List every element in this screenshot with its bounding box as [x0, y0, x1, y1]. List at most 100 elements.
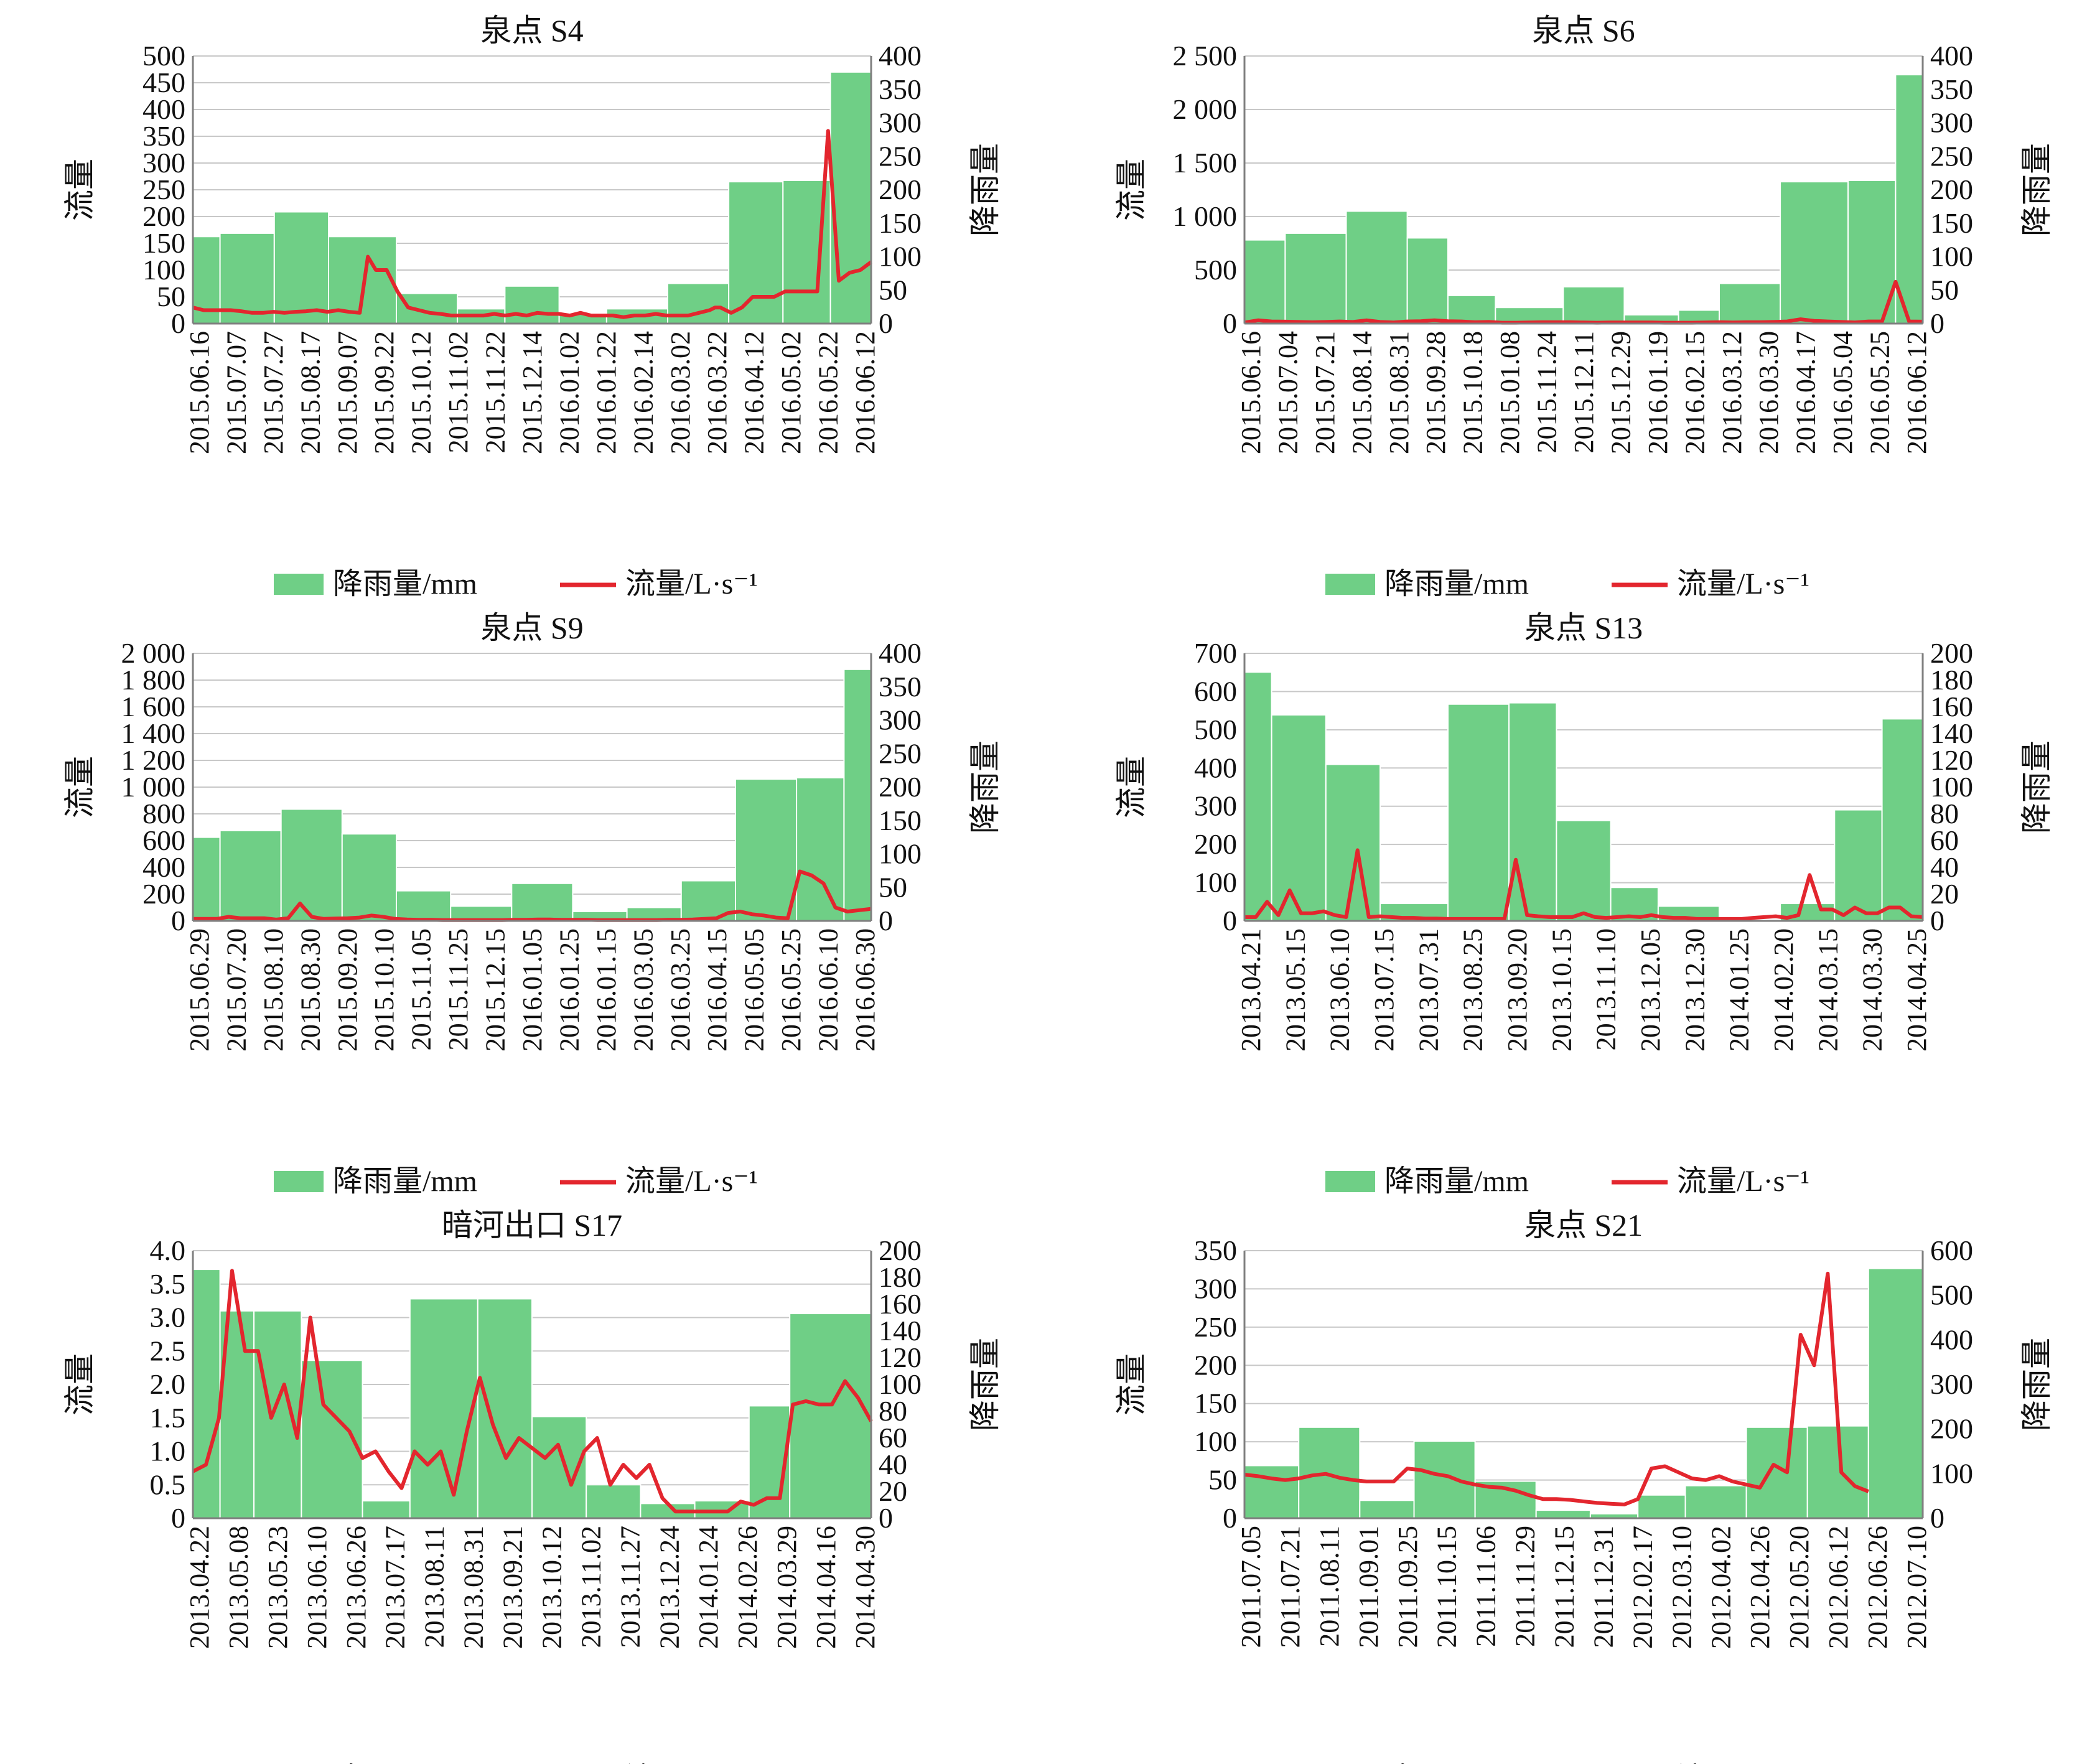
- flow-line: [192, 1269, 873, 1514]
- chart-title: 泉点 S4: [480, 13, 583, 48]
- right-tick-label: 200: [879, 174, 922, 205]
- x-tick-label: 2011.07.21: [1275, 1526, 1305, 1648]
- rain-bar: [504, 285, 560, 324]
- x-tick-label: 2015.06.16: [184, 331, 215, 454]
- left-tick-label: 200: [142, 200, 185, 232]
- legend-swatch-rain: [274, 1171, 324, 1192]
- x-tick-label: 2011.11.06: [1471, 1526, 1501, 1647]
- legend-label-flow: 流量/L·s⁻¹: [1677, 1762, 1809, 1764]
- x-tick-label: 2016.03.12: [1717, 331, 1747, 454]
- left-tick-label: 1 600: [121, 691, 186, 722]
- right-tick-label: 250: [879, 737, 922, 769]
- right-tick-label: 200: [1930, 1413, 1973, 1445]
- rain-bar: [273, 211, 329, 324]
- right-tick-label: 200: [1930, 174, 1973, 205]
- left-tick-label: 50: [1208, 1464, 1237, 1496]
- left-tick-label: 200: [1194, 1349, 1237, 1381]
- x-tick-label: 2015.08.14: [1347, 331, 1377, 454]
- x-tick-label: 2015.12.15: [480, 928, 511, 1052]
- x-tick-label: 2015.07.20: [221, 928, 251, 1052]
- rain-bar: [1508, 702, 1557, 922]
- left-tick-label: 1 000: [121, 771, 186, 803]
- x-tick-label: 2015.11.24: [1532, 331, 1562, 453]
- left-tick-label: 2 500: [1173, 40, 1238, 72]
- x-tick-label: 2015.08.31: [1384, 331, 1414, 454]
- flow-line: [193, 869, 872, 922]
- x-tick-label: 2011.09.01: [1353, 1526, 1384, 1648]
- right-axis-label: 降雨量: [2019, 1338, 2054, 1431]
- x-tick-label: 2013.12.05: [1635, 928, 1666, 1052]
- rain-bar: [511, 882, 574, 922]
- chart-s13: 泉点 S130100200300400500600700020406080100…: [1114, 610, 2054, 1198]
- left-tick-label: 2 000: [121, 637, 186, 669]
- rain-bar: [280, 808, 343, 922]
- x-tick-label: 2013.09.21: [498, 1526, 528, 1649]
- x-tick-label: 2015.12.14: [517, 331, 548, 454]
- x-tick-label: 2015.07.04: [1272, 331, 1303, 454]
- right-tick-label: 350: [879, 73, 922, 105]
- x-tick-label: 2015.09.28: [1421, 331, 1451, 454]
- x-tick-label: 2012.03.10: [1666, 1526, 1697, 1649]
- x-tick-label: 2016.02.15: [1679, 331, 1710, 454]
- right-tick-label: 60: [879, 1422, 907, 1454]
- rain-bar: [192, 836, 221, 922]
- left-tick-label: 2 000: [1173, 93, 1238, 125]
- left-axis-label: 流量: [62, 159, 97, 221]
- left-tick-label: 150: [1194, 1388, 1237, 1419]
- right-tick-label: 200: [879, 1234, 922, 1266]
- left-tick-label: 100: [1194, 1426, 1237, 1457]
- right-tick-label: 150: [1930, 207, 1973, 239]
- right-tick-label: 50: [879, 871, 907, 903]
- rain-bar: [1406, 237, 1449, 324]
- rain-bar: [1244, 1465, 1300, 1519]
- left-tick-label: 1.5: [150, 1402, 186, 1434]
- x-tick-label: 2015.10.10: [369, 928, 399, 1052]
- left-tick-label: 400: [1194, 752, 1237, 783]
- right-tick-label: 40: [1930, 851, 1959, 883]
- left-tick-label: 0: [171, 307, 185, 339]
- right-tick-label: 50: [1930, 274, 1959, 306]
- left-tick-label: 0: [1223, 307, 1237, 339]
- right-tick-label: 300: [1930, 107, 1973, 139]
- x-tick-label: 2011.08.11: [1314, 1526, 1345, 1647]
- right-tick-label: 160: [1930, 691, 1973, 722]
- rain-bar: [1895, 74, 1923, 324]
- left-tick-label: 2.5: [150, 1335, 186, 1366]
- left-tick-label: 3.5: [150, 1268, 186, 1300]
- x-tick-label: 2015.06.16: [1236, 331, 1266, 454]
- x-tick-label: 2016.05.25: [776, 928, 806, 1052]
- right-tick-label: 120: [1930, 744, 1973, 776]
- right-tick-label: 300: [879, 107, 922, 139]
- right-tick-label: 60: [1930, 824, 1959, 856]
- right-axis-label: 降雨量: [968, 740, 1002, 834]
- chart-s21: 泉点 S21 0 50 100 150 200 250 300 350 0 100 200 300 400…: [1114, 1208, 2054, 1764]
- rain-bar: [728, 181, 784, 324]
- rain-bar: [1637, 1494, 1686, 1519]
- right-tick-label: 100: [879, 241, 922, 273]
- rain-bar: [362, 1500, 411, 1519]
- x-tick-label: 2013.07.15: [1369, 928, 1399, 1052]
- rain-bar: [829, 71, 872, 325]
- x-tick-label: 2013.10.15: [1546, 928, 1577, 1052]
- right-axis-label: 降雨量: [2019, 740, 2054, 834]
- x-tick-label: 2014.04.30: [850, 1526, 880, 1649]
- rain-bar: [1413, 1440, 1476, 1519]
- left-axis-label: 流量: [62, 756, 97, 818]
- legend-label-flow: 流量/m³·s⁻¹: [625, 1762, 772, 1764]
- left-axis-label: 流量: [1114, 756, 1149, 818]
- rain-bar: [1780, 181, 1849, 324]
- legend-swatch-rain: [274, 574, 324, 595]
- x-tick-label: 2013.08.11: [419, 1526, 450, 1648]
- legend-label-rain: 降雨量/mm: [1384, 567, 1529, 600]
- legend-label-flow: 流量/L·s⁻¹: [1677, 1165, 1809, 1198]
- rain-bar: [1684, 1485, 1747, 1519]
- x-tick-label: 2015.10.18: [1458, 331, 1488, 454]
- x-tick-label: 2012.07.10: [1902, 1526, 1932, 1649]
- left-tick-label: 700: [1194, 637, 1237, 669]
- x-tick-label: 2014.02.26: [732, 1526, 763, 1649]
- left-tick-label: 300: [1194, 790, 1237, 822]
- rain-bar: [1298, 1426, 1361, 1519]
- left-tick-label: 300: [1194, 1272, 1237, 1304]
- left-tick-label: 250: [142, 174, 185, 205]
